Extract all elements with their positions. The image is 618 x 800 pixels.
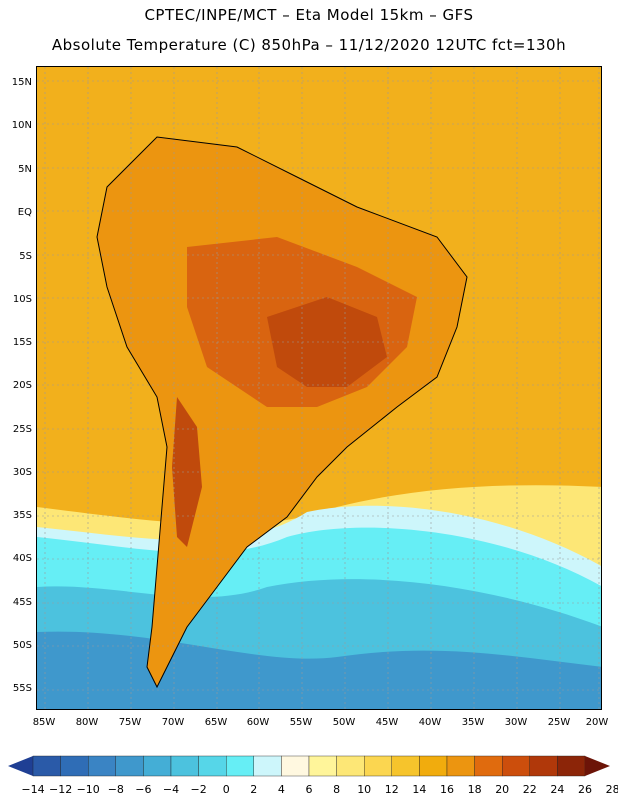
colorbar-label: 18: [467, 783, 482, 796]
colorbar-label: −10: [76, 783, 100, 796]
colorbar-cell: [115, 755, 144, 777]
colorbar-label: 22: [522, 783, 537, 796]
graticule: [37, 67, 601, 709]
colorbar-cell: [60, 755, 89, 777]
colorbar-cell: [308, 755, 337, 777]
colorbar-label: 12: [384, 783, 399, 796]
colorbar-label: 24: [550, 783, 565, 796]
temperature-map: [36, 66, 602, 710]
colorbar-label: −14: [21, 783, 45, 796]
colorbar-label: −8: [107, 783, 124, 796]
colorbar-label: 28: [605, 783, 618, 796]
colorbar-cell: [87, 755, 116, 777]
lat-label: 55S: [12, 683, 32, 694]
colorbar-cell: [32, 755, 61, 777]
colorbar-label: 2: [250, 783, 258, 796]
lon-label: 75W: [118, 717, 142, 728]
colorbar-cells: [32, 755, 586, 777]
colorbar-label: 14: [412, 783, 427, 796]
band-cool-4: [37, 631, 601, 709]
colorbar-cell: [446, 755, 475, 777]
colorbar-cell: [225, 755, 254, 777]
lat-label: 35S: [12, 510, 32, 521]
colorbar-cell: [529, 755, 558, 777]
colorbar-label: 10: [357, 783, 372, 796]
lon-label: 65W: [204, 717, 228, 728]
colorbar-cell: [336, 755, 365, 777]
colorbar-cell: [281, 755, 310, 777]
colorbar-cell: [474, 755, 503, 777]
colorbar-cell: [253, 755, 282, 777]
colorbar-right-arrow: [585, 756, 610, 776]
colorbar-cell: [170, 755, 199, 777]
colorbar-label: −6: [135, 783, 152, 796]
lat-label: 20S: [12, 380, 32, 391]
lat-label: 10N: [11, 120, 32, 131]
colorbar-cell: [198, 755, 227, 777]
lat-label: EQ: [17, 207, 32, 218]
colorbar-label: −4: [162, 783, 180, 796]
lon-label: 45W: [375, 717, 399, 728]
lat-label: 5N: [18, 164, 32, 175]
lon-label: 50W: [332, 717, 356, 728]
colorbar-cell: [557, 755, 586, 777]
colorbar-label: 16: [440, 783, 454, 796]
lon-label: 55W: [289, 717, 313, 728]
colorbar-left-arrow: [8, 756, 33, 776]
lon-label: 85W: [32, 717, 56, 728]
lon-label: 60W: [246, 717, 270, 728]
lat-label: 15S: [12, 337, 32, 348]
lon-label: 30W: [504, 717, 528, 728]
lat-label: 40S: [12, 553, 32, 564]
map-title-line1: CPTEC/INPE/MCT – Eta Model 15km – GFS: [144, 6, 474, 24]
colorbar-label: 6: [305, 783, 313, 796]
lat-label: 10S: [12, 294, 32, 305]
lat-label: 45S: [12, 597, 32, 608]
lon-label: 25W: [547, 717, 571, 728]
colorbar-cell: [502, 755, 531, 777]
lat-label: 15N: [11, 77, 32, 88]
lon-label: 35W: [461, 717, 485, 728]
colorbar-label: 0: [222, 783, 230, 796]
colorbar-label: 20: [495, 783, 510, 796]
colorbar-label: 4: [277, 783, 285, 796]
colorbar-label: 26: [578, 783, 592, 796]
lat-label: 5S: [19, 251, 32, 262]
lon-label: 20W: [585, 717, 609, 728]
colorbar-cell: [143, 755, 172, 777]
coastline: [96, 136, 468, 689]
lat-label: 25S: [12, 424, 32, 435]
map-title-line2: Absolute Temperature (C) 850hPa – 11/12/…: [51, 36, 567, 54]
colorbar-cell: [364, 755, 393, 777]
lat-label: 30S: [12, 467, 32, 478]
colorbar-cell: [391, 755, 420, 777]
lat-label: 50S: [12, 640, 32, 651]
colorbar-label: −2: [190, 783, 207, 796]
lon-label: 80W: [75, 717, 99, 728]
colorbar-cell: [419, 755, 448, 777]
map-canvas: [37, 67, 601, 709]
lon-label: 70W: [161, 717, 185, 728]
colorbar: [8, 755, 610, 777]
colorbar-label: 8: [333, 783, 341, 796]
colorbar-label: −12: [48, 783, 73, 796]
lon-label: 40W: [418, 717, 442, 728]
